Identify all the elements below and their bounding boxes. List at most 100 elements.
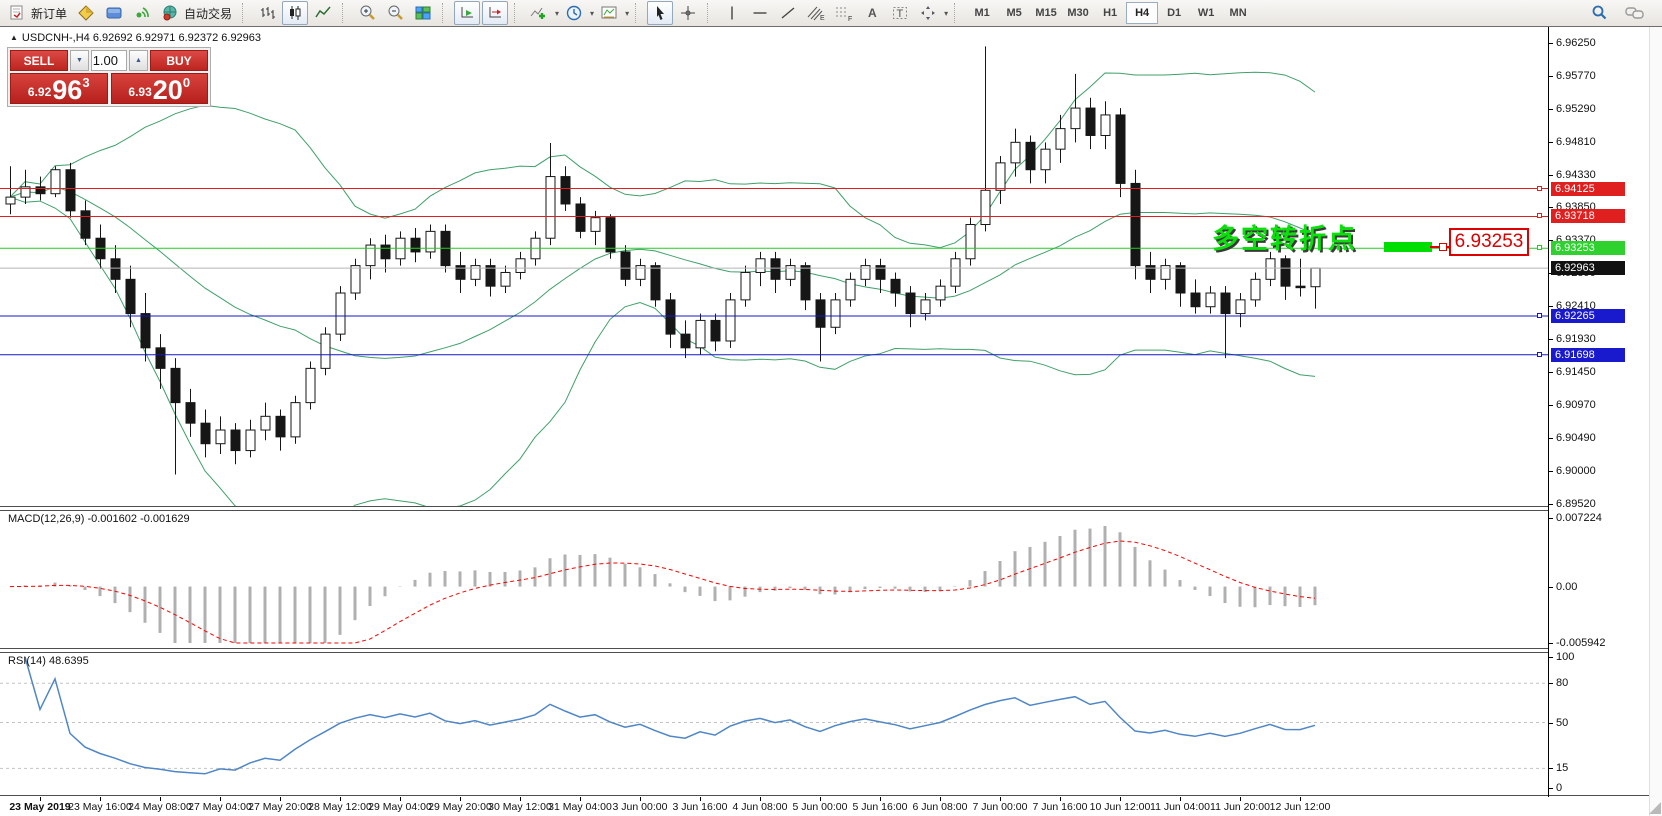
sell-price-sup: 3 [82,75,90,90]
hline-handle[interactable] [1537,245,1542,251]
cursor-icon[interactable] [647,1,674,25]
periods-dropdown-icon[interactable]: ▾ [590,8,595,18]
templates-icon[interactable] [596,1,622,25]
sell-price-small: 6.92 [27,85,52,99]
community-icon[interactable] [101,1,127,25]
sell-price-box[interactable]: 6.92 96 3 [10,73,108,104]
timeframe-w1[interactable]: W1 [1197,7,1215,19]
sell-button[interactable]: SELL [10,50,68,71]
timeframe-d1[interactable]: D1 [1167,7,1182,19]
date-label: 6 Jun 08:00 [912,801,968,813]
equidistant-channel-icon[interactable]: E [803,1,829,25]
price-tick [1549,437,1553,439]
new-order-button[interactable]: 新订单 [4,1,71,25]
macd-panel-canvas[interactable] [0,510,1548,648]
price-tick-label: 6.91450 [1556,365,1596,378]
hline-handle[interactable] [1537,312,1542,318]
timeframe-h4[interactable]: H4 [1126,2,1159,24]
hline-price-flag[interactable]: 6.91698 [1551,347,1625,362]
panel-divider[interactable] [0,648,1549,653]
bar-chart-icon[interactable] [254,1,280,25]
date-label: 29 May 20:00 [428,801,492,813]
date-tick [1300,797,1301,801]
date-label: 23 May 2019 [9,801,71,813]
price-tick-label: 6.89520 [1556,498,1596,510]
hline-price-flag[interactable]: 6.93253 [1551,241,1625,256]
zoom-out-icon[interactable] [382,1,408,25]
indicators-icon[interactable] [526,1,552,25]
date-label: 27 May 04:00 [188,801,252,813]
date-tick [460,797,461,801]
indicators-dropdown-icon[interactable]: ▾ [555,8,560,18]
horizontal-line-icon[interactable] [747,1,773,25]
sell-price-big: 96 [52,75,83,105]
separator [707,3,714,23]
date-label: 31 May 04:00 [548,801,612,813]
chat-icon[interactable] [1622,1,1648,25]
chart-shift-icon[interactable] [482,1,509,25]
date-label: 11 Jun 04:00 [1150,801,1210,813]
date-tick [760,797,761,801]
text-label-icon[interactable]: T [887,1,913,25]
auto-scroll-icon[interactable] [454,1,481,25]
hline-handle[interactable] [1537,351,1542,357]
timeframe-m5[interactable]: M5 [1006,7,1022,19]
separator [342,3,349,23]
hline-handle[interactable] [1537,185,1542,191]
hline-handle[interactable] [1537,213,1542,219]
date-tick [280,797,281,801]
date-label: 24 May 08:00 [128,801,192,813]
volume-input[interactable]: 1.00 [91,50,127,71]
candlestick-chart-icon[interactable] [282,1,309,25]
trendline-icon[interactable] [775,1,801,25]
buy-button[interactable]: BUY [150,50,208,71]
rsi-panel-canvas[interactable] [0,652,1548,795]
line-chart-icon[interactable] [310,1,336,25]
profiles-icon[interactable] [73,1,99,25]
volume-increase-button[interactable]: ▲ [129,50,148,71]
date-label: 23 May 16:00 [68,801,132,813]
main-chart-canvas[interactable] [0,27,1548,506]
hline-price-flag[interactable]: 6.92265 [1551,308,1625,323]
hline-price-flag[interactable]: 6.94125 [1551,181,1625,196]
date-label: 3 Jun 16:00 [672,801,728,813]
signals-icon[interactable] [129,1,155,25]
collapse-triangle-icon[interactable]: ▲ [10,33,18,42]
volume-decrease-button[interactable]: ▼ [70,50,89,71]
periods-icon[interactable] [561,1,587,25]
resize-grip-icon[interactable] [1649,802,1661,814]
annotation-highlight-bar[interactable] [1384,242,1432,252]
hline-price-flag[interactable]: 6.93718 [1551,209,1625,224]
timeframe-h1[interactable]: H1 [1103,7,1118,19]
buy-price-box[interactable]: 6.93 20 0 [110,73,208,104]
auto-trading-button[interactable]: 自动交易 [157,1,236,25]
symbol-ohlc-caption[interactable]: ▲ USDCNH-,H4 6.92692 6.92971 6.92372 6.92… [10,32,262,44]
date-label: 29 May 04:00 [368,801,432,813]
timeframe-m1[interactable]: M1 [974,7,990,19]
timeframe-mn[interactable]: MN [1229,7,1247,19]
date-label: 5 Jun 00:00 [792,801,848,813]
search-icon[interactable] [1586,1,1612,25]
annotation-price-box[interactable]: 6.93253 [1449,228,1529,256]
bid-price-flag: 6.92963 [1551,261,1625,276]
panel-divider[interactable] [0,506,1549,511]
arrows-dropdown-icon[interactable]: ▾ [944,8,949,18]
crosshair-icon[interactable] [675,1,701,25]
timeframe-m15[interactable]: M15 [1035,7,1057,19]
text-icon[interactable]: A [859,1,885,25]
new-order-label: 新订单 [31,6,68,21]
auto-trading-label: 自动交易 [184,6,233,21]
zoom-in-icon[interactable] [354,1,380,25]
timeframe-m30[interactable]: M30 [1067,7,1089,19]
tile-windows-icon[interactable] [410,1,436,25]
fibonacci-icon[interactable]: F [831,1,857,25]
date-label: 30 May 12:00 [488,801,552,813]
svg-text:A: A [868,6,877,20]
date-tick [400,797,401,801]
arrows-icon[interactable] [915,1,941,25]
annotation-text[interactable]: 多空转折点 [1212,224,1357,254]
price-tick-label: 6.91930 [1556,332,1596,345]
templates-dropdown-icon[interactable]: ▾ [625,8,630,18]
vertical-line-icon[interactable] [719,1,745,25]
annotation-anchor[interactable] [1439,243,1447,251]
